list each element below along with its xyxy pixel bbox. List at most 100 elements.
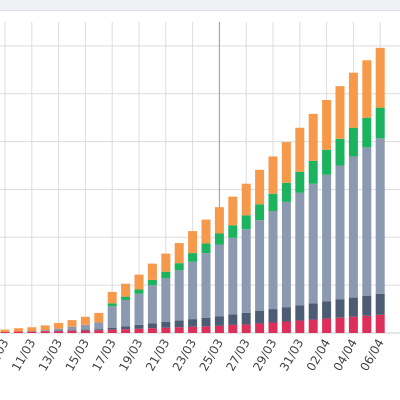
bar-segment-2-23/03[interactable] <box>188 261 198 320</box>
bar-segment-1-01/04[interactable] <box>308 303 318 320</box>
bar-segment-1-03/04[interactable] <box>335 299 345 318</box>
bar-segment-2-31/03[interactable] <box>295 192 305 306</box>
bar-segment-2-28/03[interactable] <box>255 220 265 311</box>
bar-segment-4-02/04[interactable] <box>322 99 332 150</box>
bar-segment-3-18/03[interactable] <box>121 296 131 300</box>
bar-segment-4-14/03[interactable] <box>67 320 77 327</box>
bar-segment-2-03/04[interactable] <box>335 165 345 300</box>
bar-segment-1-19/03[interactable] <box>134 324 144 329</box>
bar-segment-3-30/03[interactable] <box>281 182 291 202</box>
bar-segment-0-13/03[interactable] <box>54 331 64 333</box>
bar-segment-4-01/04[interactable] <box>308 113 318 161</box>
bar-segment-2-22/03[interactable] <box>174 270 184 321</box>
bar-segment-4-17/03[interactable] <box>107 291 117 304</box>
bar-segment-0-10/03[interactable] <box>13 331 23 333</box>
bar-segment-0-17/03[interactable] <box>107 329 117 333</box>
bar-segment-2-27/03[interactable] <box>241 229 251 313</box>
bar-segment-2-12/03[interactable] <box>40 330 50 332</box>
bar-segment-0-12/03[interactable] <box>40 331 50 333</box>
bar-segment-2-29/03[interactable] <box>268 210 278 310</box>
bar-segment-4-24/03[interactable] <box>201 219 211 244</box>
bar-segment-1-29/03[interactable] <box>268 309 278 323</box>
bar-segment-1-06/04[interactable] <box>375 293 385 315</box>
bar-segment-0-06/04[interactable] <box>375 314 385 333</box>
bar-segment-4-09/03[interactable] <box>0 329 10 333</box>
bar-segment-0-24/03[interactable] <box>201 326 211 333</box>
bar-segment-2-17/03[interactable] <box>107 306 117 328</box>
bar-segment-3-02/04[interactable] <box>322 149 332 175</box>
bar-segment-0-14/03[interactable] <box>67 330 77 333</box>
bar-segment-3-29/03[interactable] <box>268 193 278 211</box>
bar-segment-4-15/03[interactable] <box>80 316 90 325</box>
bar-segment-0-19/03[interactable] <box>134 328 144 333</box>
bar-segment-0-21/03[interactable] <box>161 327 171 333</box>
bar-segment-4-30/03[interactable] <box>281 142 291 183</box>
bar-segment-4-11/03[interactable] <box>27 327 37 332</box>
bar-segment-3-23/03[interactable] <box>188 253 198 262</box>
bar-segment-1-26/03[interactable] <box>228 314 238 325</box>
bar-segment-0-11/03[interactable] <box>27 331 37 333</box>
bar-segment-2-15/03[interactable] <box>80 324 90 330</box>
bar-segment-3-03/04[interactable] <box>335 138 345 166</box>
bar-segment-4-23/03[interactable] <box>188 231 198 254</box>
bar-segment-3-24/03[interactable] <box>201 243 211 254</box>
bar-segment-4-31/03[interactable] <box>295 127 305 172</box>
bar-segment-4-27/03[interactable] <box>241 183 251 216</box>
bar-segment-2-21/03[interactable] <box>161 277 171 322</box>
bar-segment-4-13/03[interactable] <box>54 322 64 329</box>
bar-segment-1-24/03[interactable] <box>201 317 211 327</box>
bar-segment-2-06/04[interactable] <box>375 138 385 294</box>
bar-segment-4-25/03[interactable] <box>214 207 224 234</box>
bar-segment-2-05/04[interactable] <box>362 147 372 296</box>
bar-segment-4-06/04[interactable] <box>375 47 385 108</box>
bar-segment-3-06/04[interactable] <box>375 107 385 139</box>
bar-segment-3-28/03[interactable] <box>255 204 265 221</box>
bar-segment-4-22/03[interactable] <box>174 243 184 264</box>
bar-segment-3-31/03[interactable] <box>295 171 305 193</box>
bar-segment-4-12/03[interactable] <box>40 325 50 331</box>
bar-segment-1-21/03[interactable] <box>161 321 171 328</box>
bar-segment-0-15/03[interactable] <box>80 330 90 333</box>
bar-segment-3-21/03[interactable] <box>161 271 171 278</box>
bar-segment-2-01/04[interactable] <box>308 183 318 304</box>
bar-segment-3-01/04[interactable] <box>308 160 318 184</box>
bar-segment-1-18/03[interactable] <box>121 326 131 330</box>
bar-segment-4-28/03[interactable] <box>255 169 265 205</box>
bar-segment-0-20/03[interactable] <box>147 328 157 333</box>
bar-segment-0-29/03[interactable] <box>268 322 278 333</box>
bar-segment-4-20/03[interactable] <box>147 263 157 280</box>
bar-segment-3-19/03[interactable] <box>134 289 144 294</box>
bar-segment-4-21/03[interactable] <box>161 253 171 272</box>
bar-segment-2-18/03[interactable] <box>121 299 131 327</box>
bar-segment-3-22/03[interactable] <box>174 263 184 271</box>
bar-segment-1-04/04[interactable] <box>348 297 358 317</box>
bar-segment-1-31/03[interactable] <box>295 305 305 321</box>
bar-segment-3-20/03[interactable] <box>147 279 157 286</box>
bar-segment-2-24/03[interactable] <box>201 253 211 318</box>
bar-segment-1-22/03[interactable] <box>174 320 184 328</box>
bar-segment-1-27/03[interactable] <box>241 312 251 325</box>
bar-segment-2-20/03[interactable] <box>147 285 157 324</box>
bar-segment-2-04/04[interactable] <box>348 156 358 298</box>
bar-segment-4-29/03[interactable] <box>268 156 278 194</box>
bar-segment-1-16/03[interactable] <box>94 329 104 331</box>
bar-segment-0-31/03[interactable] <box>295 320 305 333</box>
bar-segment-2-25/03[interactable] <box>214 244 224 317</box>
bar-segment-4-16/03[interactable] <box>94 312 104 323</box>
bar-segment-2-13/03[interactable] <box>54 328 64 331</box>
bar-segment-4-10/03[interactable] <box>13 328 23 332</box>
bar-segment-2-14/03[interactable] <box>67 326 77 331</box>
bar-segment-0-30/03[interactable] <box>281 321 291 333</box>
bar-segment-0-18/03[interactable] <box>121 329 131 333</box>
bar-segment-0-27/03[interactable] <box>241 324 251 333</box>
bar-segment-4-04/04[interactable] <box>348 72 358 128</box>
bar-segment-0-28/03[interactable] <box>255 323 265 333</box>
bar-segment-0-03/04[interactable] <box>335 317 345 333</box>
bar-segment-0-16/03[interactable] <box>94 330 104 333</box>
bar-segment-2-26/03[interactable] <box>228 237 238 315</box>
bar-segment-0-02/04[interactable] <box>322 318 332 333</box>
bar-segment-1-17/03[interactable] <box>107 327 117 330</box>
bar-segment-4-05/04[interactable] <box>362 60 372 118</box>
bar-segment-1-02/04[interactable] <box>322 301 332 319</box>
bar-segment-0-26/03[interactable] <box>228 324 238 333</box>
